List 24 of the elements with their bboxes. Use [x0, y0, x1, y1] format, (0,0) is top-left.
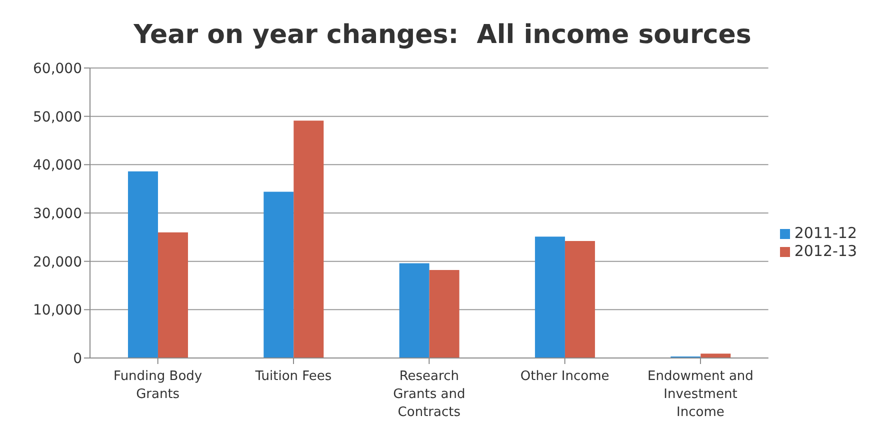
y-tick-label: 0 — [73, 350, 82, 367]
legend-label: 2012-13 — [794, 242, 857, 260]
x-tick-label: Research Grants and Contracts — [393, 369, 466, 420]
y-tick-label: 10,000 — [33, 302, 82, 319]
y-tick-label: 20,000 — [33, 254, 82, 270]
y-tick-label: 60,000 — [33, 60, 82, 77]
x-tick-label: Other Income — [520, 369, 610, 384]
bar — [534, 236, 565, 358]
chart-title: Year on year changes: All income sources — [132, 19, 752, 52]
bar — [700, 354, 731, 358]
y-tick-label: 40,000 — [33, 158, 82, 174]
bar — [399, 263, 430, 358]
y-tick-label: 50,000 — [33, 109, 82, 126]
x-tick-label: Endowment and Investment Income — [648, 369, 754, 420]
bar — [128, 171, 158, 358]
bar — [294, 120, 324, 358]
legend-label: 2011-12 — [794, 224, 857, 242]
x-tick-label: Tuition Fees — [254, 369, 332, 384]
bar — [158, 232, 188, 358]
x-tick-label: Funding Body Grants — [114, 369, 202, 402]
bar — [564, 241, 595, 358]
bar — [264, 192, 294, 358]
bar — [429, 270, 460, 358]
y-tick-label: 30,000 — [33, 206, 82, 222]
